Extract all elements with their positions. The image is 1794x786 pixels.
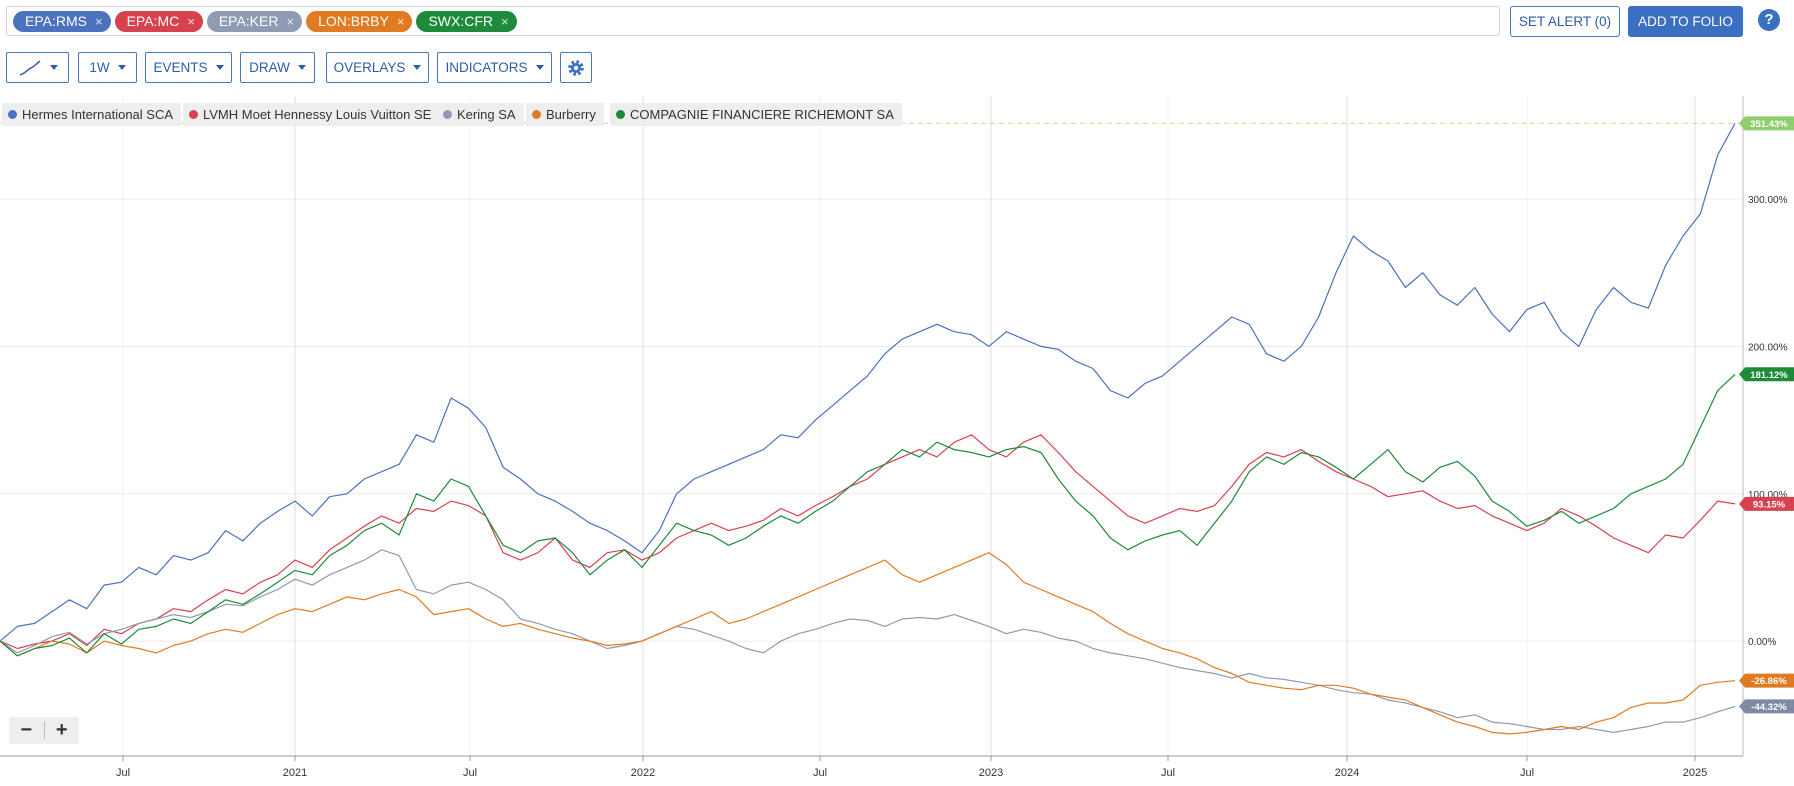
x-tick-label: Jul bbox=[813, 767, 827, 779]
x-tick-label: Jul bbox=[116, 767, 130, 779]
symbol-chip-label: EPA:RMS bbox=[25, 13, 87, 29]
help-icon[interactable]: ? bbox=[1758, 9, 1780, 31]
end-value-badge: 93.15% bbox=[1739, 496, 1794, 511]
legend-dot bbox=[532, 110, 541, 119]
interval-label: 1W bbox=[89, 60, 110, 75]
draw-label: DRAW bbox=[249, 60, 290, 75]
series-line-1 bbox=[0, 123, 1736, 642]
legend-label: Burberry bbox=[546, 107, 596, 122]
remove-symbol-icon[interactable]: × bbox=[501, 14, 509, 29]
events-label: EVENTS bbox=[153, 60, 208, 75]
x-tick-label: 2023 bbox=[979, 767, 1003, 779]
badge-shape bbox=[1739, 367, 1794, 382]
legend-dot bbox=[189, 110, 198, 119]
end-value-badge: 351.43% bbox=[1739, 116, 1794, 131]
legend-item-lvmh[interactable]: LVMH Moet Hennessy Louis Vuitton SE bbox=[183, 103, 440, 126]
add-to-folio-button[interactable]: ADD TO FOLIO bbox=[1628, 6, 1743, 37]
symbol-chip-mc[interactable]: EPA:MC × bbox=[114, 11, 203, 32]
chevron-down-icon bbox=[49, 65, 58, 70]
x-tick-label: Jul bbox=[1161, 767, 1175, 779]
interval-dropdown[interactable]: 1W bbox=[78, 52, 137, 83]
x-tick-label: 2021 bbox=[283, 767, 307, 779]
chevron-down-icon bbox=[117, 65, 126, 70]
badge-label: 181.12% bbox=[1750, 370, 1788, 381]
series-line-3 bbox=[0, 549, 1736, 734]
badge-label: 93.15% bbox=[1753, 499, 1786, 510]
symbol-chip-label: EPA:MC bbox=[126, 13, 180, 29]
remove-symbol-icon[interactable]: × bbox=[396, 14, 405, 29]
indicators-dropdown[interactable]: INDICATORS bbox=[437, 52, 552, 83]
indicators-label: INDICATORS bbox=[445, 60, 528, 75]
x-tick-label: 2025 bbox=[1683, 767, 1707, 779]
draw-dropdown[interactable]: DRAW bbox=[240, 52, 315, 83]
legend-label: Hermes International SCA bbox=[22, 107, 174, 122]
set-alert-button[interactable]: SET ALERT (0) bbox=[1510, 6, 1620, 37]
chevron-down-icon bbox=[215, 65, 224, 70]
y-tick-label: 300.00% bbox=[1748, 195, 1788, 206]
symbol-chip-label: EPA:KER bbox=[218, 13, 279, 29]
y-tick-label: 0.00% bbox=[1748, 637, 1776, 648]
end-value-badge: -26.86% bbox=[1739, 673, 1794, 688]
remove-symbol-icon[interactable]: × bbox=[286, 14, 295, 29]
chart-type-dropdown[interactable] bbox=[6, 52, 69, 83]
symbol-chip-label: SWX:CFR bbox=[428, 13, 494, 29]
badge-label: -44.32% bbox=[1751, 702, 1787, 713]
badge-shape bbox=[1739, 116, 1794, 131]
gear-icon bbox=[568, 59, 584, 76]
overlays-dropdown[interactable]: OVERLAYS bbox=[326, 52, 429, 83]
legend-item-burberry[interactable]: Burberry bbox=[526, 103, 604, 126]
line-chart-icon bbox=[19, 59, 40, 76]
legend-item-kering[interactable]: Kering SA bbox=[437, 103, 524, 126]
symbol-chip-brby[interactable]: LON:BRBY × bbox=[306, 11, 413, 32]
symbol-chip-cfr[interactable]: SWX:CFR × bbox=[416, 11, 517, 32]
badge-label: -26.86% bbox=[1751, 676, 1787, 687]
symbol-chip-label: LON:BRBY bbox=[318, 13, 389, 29]
symbol-chip-ker[interactable]: EPA:KER × bbox=[206, 11, 303, 32]
badge-shape bbox=[1739, 673, 1794, 688]
x-tick-label: 2024 bbox=[1335, 767, 1359, 779]
overlays-label: OVERLAYS bbox=[333, 60, 406, 75]
x-tick-label: Jul bbox=[463, 767, 477, 779]
chevron-down-icon bbox=[413, 65, 422, 70]
legend-item-richemont[interactable]: COMPAGNIE FINANCIERE RICHEMONT SA bbox=[610, 103, 902, 126]
legend-dot bbox=[443, 110, 452, 119]
settings-button[interactable] bbox=[560, 52, 592, 83]
symbol-search-box[interactable]: EPA:RMS × EPA:MC × EPA:KER × LON:BRBY × … bbox=[6, 6, 1500, 36]
divider bbox=[43, 722, 45, 739]
x-tick-label: Jul bbox=[1520, 767, 1534, 779]
legend-label: COMPAGNIE FINANCIERE RICHEMONT SA bbox=[630, 107, 894, 122]
legend-dot bbox=[8, 110, 17, 119]
end-value-badge: 181.12% bbox=[1739, 367, 1794, 382]
events-dropdown[interactable]: EVENTS bbox=[145, 52, 232, 83]
symbol-chip-rms[interactable]: EPA:RMS × bbox=[13, 11, 111, 32]
remove-symbol-icon[interactable]: × bbox=[187, 14, 195, 29]
zoom-controls: − + bbox=[9, 717, 79, 744]
legend-label: LVMH Moet Hennessy Louis Vuitton SE bbox=[203, 107, 432, 122]
series-line-4 bbox=[0, 552, 1736, 735]
badge-shape bbox=[1739, 699, 1794, 714]
chevron-down-icon bbox=[535, 65, 544, 70]
zoom-out-button[interactable]: − bbox=[20, 719, 33, 741]
legend-dot bbox=[616, 110, 625, 119]
remove-symbol-icon[interactable]: × bbox=[94, 14, 103, 29]
legend-label: Kering SA bbox=[457, 107, 516, 122]
x-tick-label: 2022 bbox=[631, 767, 655, 779]
y-tick-label: 200.00% bbox=[1748, 342, 1788, 353]
badge-shape bbox=[1739, 496, 1794, 511]
legend-item-hermes[interactable]: Hermes International SCA bbox=[2, 103, 182, 126]
y-tick-label: 100.00% bbox=[1748, 490, 1788, 501]
symbol-chips: EPA:RMS × EPA:MC × EPA:KER × LON:BRBY × … bbox=[13, 11, 517, 32]
badge-label: 351.43% bbox=[1750, 119, 1788, 130]
series-line-5 bbox=[0, 373, 1736, 657]
zoom-in-button[interactable]: + bbox=[55, 719, 68, 741]
series-line-2 bbox=[0, 434, 1736, 650]
chevron-down-icon bbox=[297, 65, 306, 70]
comparison-chart[interactable]: 0.00% 100.00% 200.00% 300.00% Jul 2021 Jul 2022… bbox=[0, 96, 1794, 786]
end-value-badge: -44.32% bbox=[1739, 699, 1794, 714]
